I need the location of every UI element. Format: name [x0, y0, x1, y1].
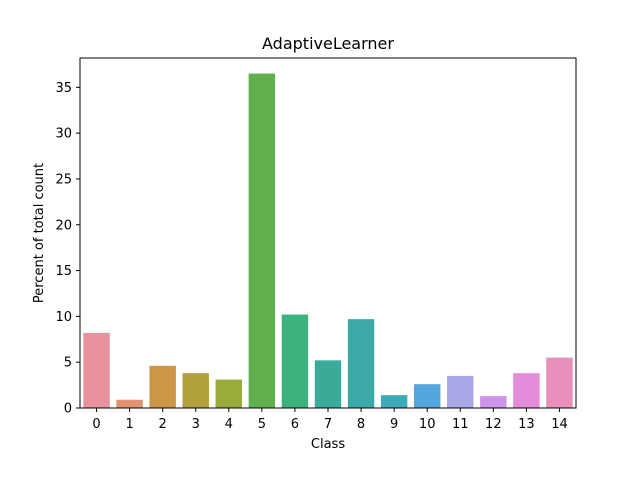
x-tick-label: 10 — [419, 417, 436, 432]
y-tick-label: 30 — [55, 127, 72, 142]
bar-class-12 — [480, 396, 507, 408]
x-tick-label: 14 — [551, 417, 568, 432]
y-axis-ticks: 0 5 10 15 20 25 30 35 — [55, 81, 80, 417]
y-tick-label: 25 — [55, 172, 72, 187]
bar-class-11 — [447, 375, 474, 408]
x-tick-label: 2 — [159, 417, 167, 432]
bar-class-2 — [149, 365, 176, 408]
bar-class-0 — [83, 332, 110, 408]
bar-class-5 — [248, 73, 276, 408]
bar-class-13 — [513, 373, 540, 408]
bar-class-3 — [182, 373, 209, 408]
x-tick-label: 8 — [357, 417, 365, 432]
bar-class-1 — [116, 399, 143, 408]
bar-class-8 — [347, 319, 375, 408]
bar-class-14 — [546, 357, 573, 408]
x-tick-label: 9 — [390, 417, 398, 432]
bars-group — [83, 73, 573, 408]
x-axis-ticks: 0 1 2 3 4 5 6 7 8 9 10 11 12 13 14 — [92, 408, 568, 432]
bar-class-4 — [215, 379, 243, 408]
x-tick-label: 1 — [125, 417, 133, 432]
x-axis-label: Class — [311, 437, 345, 452]
y-tick-label: 5 — [64, 356, 72, 371]
bar-class-10 — [413, 384, 441, 408]
x-tick-label: 13 — [518, 417, 535, 432]
y-axis-label: Percent of total count — [32, 163, 47, 303]
y-tick-label: 20 — [55, 218, 72, 233]
x-tick-label: 12 — [485, 417, 502, 432]
x-tick-label: 3 — [192, 417, 200, 432]
x-tick-label: 0 — [92, 417, 100, 432]
y-tick-label: 10 — [55, 310, 72, 325]
x-tick-label: 5 — [258, 417, 266, 432]
x-tick-label: 11 — [452, 417, 469, 432]
bar-class-6 — [281, 314, 309, 408]
y-tick-label: 35 — [55, 81, 72, 96]
x-tick-label: 6 — [291, 417, 299, 432]
y-tick-label: 0 — [64, 402, 72, 417]
x-tick-label: 4 — [225, 417, 233, 432]
plot-frame — [79, 57, 577, 409]
y-tick-label: 15 — [55, 264, 72, 279]
bar-class-7 — [314, 360, 342, 408]
bar-class-9 — [380, 395, 408, 408]
x-tick-label: 7 — [324, 417, 332, 432]
chart-title: AdaptiveLearner — [262, 34, 394, 53]
